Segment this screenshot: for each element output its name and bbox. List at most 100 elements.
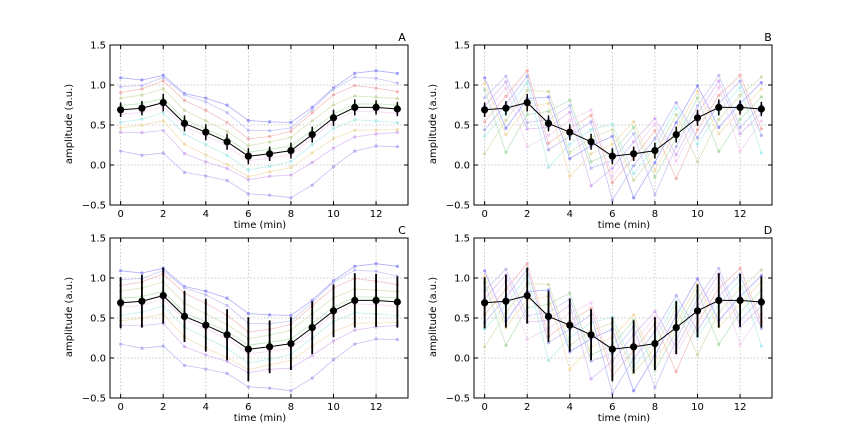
panel-b-trace-5-point <box>632 125 636 129</box>
panel-a-xtick-label: 8 <box>288 209 294 220</box>
panel-b-trace-9-point <box>653 117 657 121</box>
panel-a-trace-4-point <box>268 140 272 144</box>
panel-a-trace-3-point <box>161 79 165 83</box>
panel-a-trace-2-point <box>140 83 144 88</box>
panel-a-trace-3-point <box>374 86 378 90</box>
panel-a-trace-1-point <box>310 105 314 109</box>
panel-c-trace-10-point <box>246 385 250 389</box>
panel-b-trace-4-point <box>610 128 614 132</box>
panel-b-trace-7-point <box>695 142 700 146</box>
panel-b-xtick-label: 12 <box>734 209 747 220</box>
panel-a-trace-1-point <box>119 76 123 80</box>
panel-b-trace-5-point <box>525 113 529 117</box>
panel-a-trace-8-point <box>353 128 357 132</box>
panel-a-xlabel: time (min) <box>234 220 287 231</box>
panel-c-label: C <box>398 224 406 237</box>
panel-a-trace-5 <box>120 97 398 153</box>
panel-d-mean-point <box>672 324 680 332</box>
panel-c-trace-2 <box>120 269 398 325</box>
panel-a-trace-10-point <box>268 193 272 197</box>
panel-a-trace-9-point <box>268 174 272 178</box>
panel-a-trace-8 <box>120 120 398 178</box>
panel-d-trace-4-point <box>759 268 763 272</box>
panel-a-trace-10-point <box>204 174 208 178</box>
panel-d-trace-7 <box>484 274 762 368</box>
panel-a-mean-point <box>266 150 274 158</box>
panel-c-trace-9-point <box>310 353 314 358</box>
panel-a-trace-3 <box>120 80 398 140</box>
panel-a-trace-2-point <box>331 87 336 91</box>
panel-d-trace-1-point <box>483 269 487 273</box>
panel-c-trace-9-point <box>331 339 336 343</box>
panel-a-trace-7-point <box>204 142 208 147</box>
panel-c-trace-2-point <box>331 280 336 284</box>
panel-b-trace-5-point <box>568 98 572 102</box>
panel-d-mean-point <box>481 299 489 307</box>
panel-a-trace-7-point <box>182 132 187 136</box>
panel-d-mean-point <box>502 297 510 305</box>
panel-a-trace-2-point <box>395 81 399 85</box>
panel-b-trace-10-point <box>632 164 636 168</box>
panel-b-trace-3-point <box>695 128 700 132</box>
panel-a-trace-9-point <box>289 173 293 177</box>
panel-c-mean-point <box>287 340 295 348</box>
panel-a-trace-4-point <box>289 135 293 139</box>
panel-b-trace-5-point <box>589 160 593 164</box>
panel-d-xlabel: time (min) <box>598 413 651 424</box>
panel-d-mean-point <box>523 292 531 300</box>
panel-d-trace-3-point <box>525 262 529 266</box>
panel-c-mean-line <box>120 295 398 350</box>
panel-c-trace-1-point <box>353 264 357 268</box>
panel-a-trace-3-point <box>119 90 123 95</box>
panel-a-trace-2-point <box>268 129 272 133</box>
panel-a-trace-9-point <box>140 131 144 135</box>
panel-a-mean-point <box>393 105 401 113</box>
panel-c-trace-1-point <box>204 289 208 293</box>
panel-a-trace-7-point <box>140 117 144 121</box>
panel-c-trace-8 <box>120 313 398 371</box>
panel-a-trace-7-point <box>331 127 336 131</box>
panel-a-mean-line <box>120 102 398 157</box>
panel-d-trace-2-point <box>504 267 508 271</box>
panel-b-trace-4-point <box>759 75 763 79</box>
panel-a-trace-7-point <box>374 119 378 123</box>
panel-a-trace-9-point <box>331 146 336 150</box>
panel-b-mean-point <box>630 150 638 158</box>
panel-b-mean-point <box>651 147 659 155</box>
panel-c-mean-point <box>180 312 189 320</box>
panel-b-trace-7-point <box>589 128 593 132</box>
panel-a-xtick-label: 10 <box>327 209 340 220</box>
panel-b-trace-5-point <box>546 109 551 113</box>
panel-a-mean-point <box>329 114 338 122</box>
panel-b-trace-4-point <box>717 117 721 121</box>
panel-d-mean-point <box>566 321 574 329</box>
panel-c-trace-10 <box>120 338 398 392</box>
panel-b-trace-5-point <box>759 95 763 99</box>
panel-b-trace-4-point <box>483 152 487 156</box>
panel-c-xtick-label: 10 <box>327 402 340 413</box>
panel-b-trace-6-point <box>504 86 508 90</box>
panel-a-trace-8-point <box>225 162 229 167</box>
panel-b-mean-point <box>481 106 489 114</box>
panel-c-mean-point <box>117 299 125 307</box>
panel-b-trace-10-point <box>653 137 657 141</box>
panel-a-trace-10-point <box>225 178 229 183</box>
panel-a-trace-4-point <box>140 93 144 97</box>
panel-d-ytick-label: 1.0 <box>454 274 470 285</box>
panel-b-trace-7-point <box>610 122 614 126</box>
panel-b-trace-6-point <box>546 133 551 137</box>
panel-b-trace-10-point <box>695 136 700 140</box>
panel-c-mean-point <box>159 292 167 300</box>
panel-b-trace-10-point <box>483 128 487 132</box>
panel-d-trace-7-point <box>483 327 487 331</box>
panel-b-trace-2-point <box>632 132 636 136</box>
panel-c-mean-point <box>308 324 316 332</box>
panel-b-trace-4-point <box>546 89 551 93</box>
panel-d-trace-3-point <box>738 266 742 270</box>
panel-b-trace-2-point <box>695 104 700 108</box>
panel-b-trace-7-point <box>738 85 742 89</box>
panel-a-trace-1 <box>120 70 398 123</box>
panel-b-trace-4-point <box>695 160 700 164</box>
